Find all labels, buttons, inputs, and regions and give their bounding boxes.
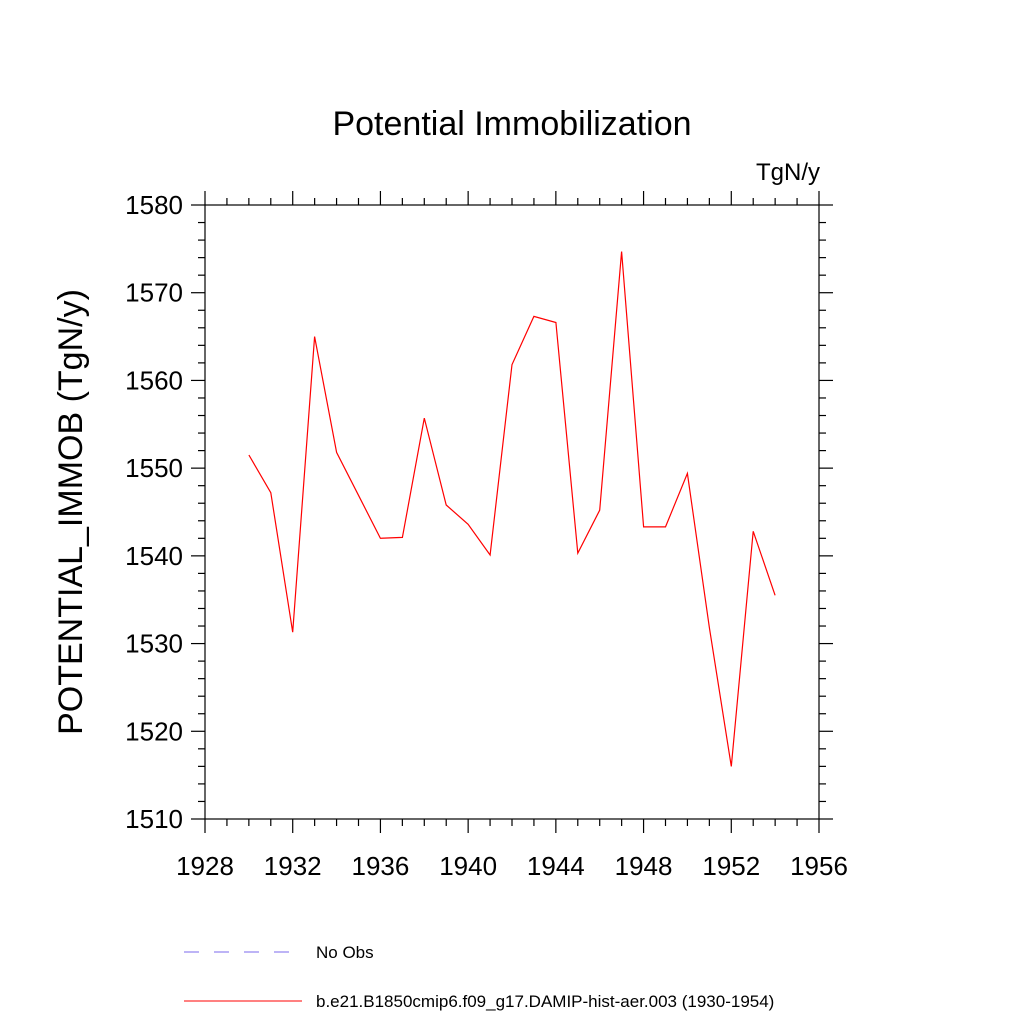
y-axis-label: POTENTIAL_IMMOB (TgN/y) — [52, 289, 90, 735]
y-tick-label: 1520 — [125, 716, 183, 746]
units-label: TgN/y — [756, 159, 820, 186]
plot-frame — [204, 204, 820, 820]
y-tick-label: 1540 — [125, 541, 183, 571]
x-tick-label: 1952 — [702, 851, 760, 881]
chart-title: Potential Immobilization — [332, 105, 691, 143]
axis-ticks: 1928 1932 1936 1940 1944 1948 1952 1956 1510 1520… — [125, 190, 848, 881]
x-tick-label: 1932 — [264, 851, 322, 881]
legend-label: No Obs — [316, 943, 374, 962]
x-tick-label: 1936 — [352, 851, 410, 881]
y-tick-label: 1510 — [125, 804, 183, 834]
y-tick-label: 1550 — [125, 453, 183, 483]
y-tick-label: 1530 — [125, 629, 183, 659]
series-line — [248, 251, 776, 767]
y-tick-label: 1570 — [125, 278, 183, 308]
y-tick-label: 1580 — [125, 190, 183, 220]
series-layer — [248, 251, 776, 767]
x-tick-label: 1948 — [615, 851, 673, 881]
x-tick-label: 1940 — [439, 851, 497, 881]
legend: No Obs b.e21.B1850cmip6.f09_g17.DAMIP-his… — [184, 943, 774, 1011]
x-tick-label: 1944 — [527, 851, 585, 881]
x-tick-label: 1956 — [790, 851, 848, 881]
x-tick-label: 1928 — [176, 851, 234, 881]
y-tick-label: 1560 — [125, 365, 183, 395]
legend-label: b.e21.B1850cmip6.f09_g17.DAMIP-hist-aer.… — [316, 992, 774, 1011]
